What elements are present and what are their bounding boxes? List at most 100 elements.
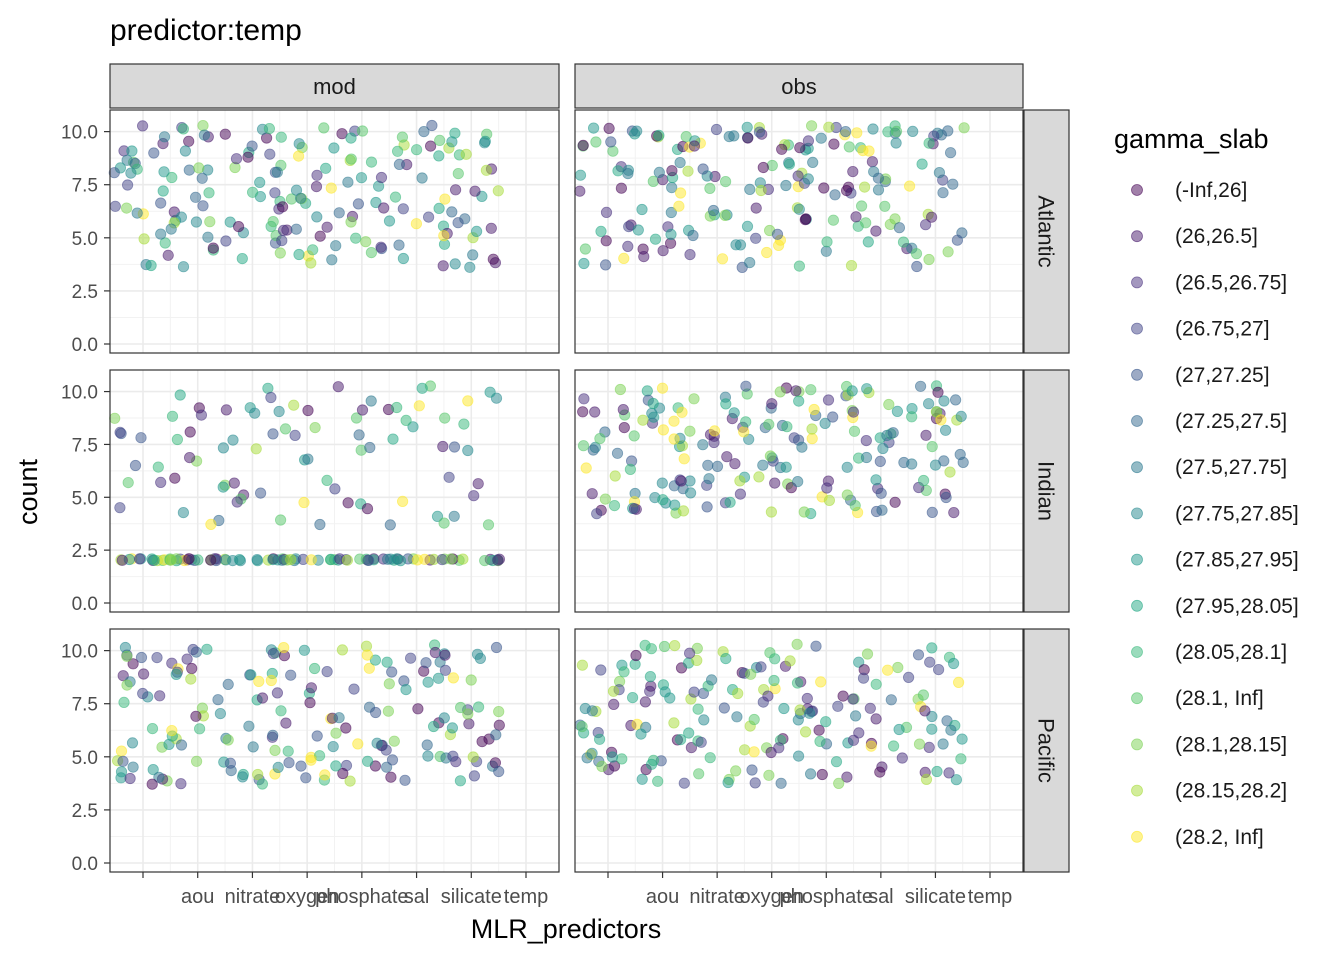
y-tick-label: 2.5	[72, 541, 98, 562]
data-point	[649, 233, 662, 245]
data-point	[454, 775, 466, 787]
data-point	[799, 214, 811, 226]
data-point	[397, 203, 409, 215]
data-point	[220, 404, 232, 416]
data-point	[892, 661, 904, 674]
data-point	[449, 184, 462, 196]
data-point	[902, 671, 915, 684]
data-point	[805, 120, 818, 132]
data-point	[479, 554, 491, 567]
data-point	[276, 201, 289, 213]
data-point	[872, 184, 885, 196]
data-point	[923, 741, 935, 754]
data-point	[166, 410, 179, 422]
data-point	[618, 421, 630, 434]
data-point	[127, 658, 139, 670]
data-point	[205, 518, 217, 531]
data-point	[665, 228, 677, 240]
data-point	[108, 167, 120, 179]
data-point	[219, 128, 231, 140]
data-point	[697, 163, 709, 175]
data-point	[860, 217, 872, 229]
data-point	[722, 776, 734, 789]
data-point	[766, 159, 778, 172]
data-point	[148, 147, 160, 159]
data-point	[326, 254, 338, 266]
data-point	[274, 247, 286, 259]
data-point	[641, 385, 653, 397]
data-point	[574, 185, 586, 197]
data-point	[487, 253, 499, 265]
data-point	[628, 503, 641, 515]
data-point	[289, 429, 301, 441]
data-point	[806, 432, 818, 445]
data-point	[673, 200, 685, 212]
y-tick-label: 10.0	[61, 642, 98, 663]
data-point	[769, 477, 781, 489]
data-point	[330, 727, 342, 739]
data-point	[773, 742, 785, 754]
data-point	[115, 766, 128, 778]
data-point	[443, 471, 455, 483]
data-point	[860, 434, 872, 447]
data-point	[382, 705, 394, 717]
data-point	[577, 440, 590, 452]
data-point	[197, 200, 209, 212]
legend-key	[1131, 646, 1143, 658]
data-point	[422, 211, 435, 223]
data-point	[849, 499, 861, 512]
data-point	[920, 773, 933, 786]
data-point	[622, 240, 634, 252]
data-point	[734, 475, 746, 487]
data-point	[166, 724, 178, 737]
data-point	[639, 696, 652, 708]
legend-label: (28.05,28.1]	[1175, 641, 1287, 664]
data-point	[155, 228, 167, 240]
data-point	[378, 202, 390, 214]
data-point	[146, 553, 158, 565]
data-point	[186, 662, 198, 675]
data-point	[784, 655, 796, 667]
panel-obs-Indian	[574, 369, 1024, 613]
data-point	[285, 669, 297, 681]
data-point	[158, 166, 170, 178]
data-point	[370, 196, 382, 209]
data-point	[397, 252, 409, 265]
data-point	[340, 722, 352, 734]
data-point	[808, 403, 820, 416]
data-point	[615, 182, 628, 194]
data-point	[675, 475, 687, 487]
data-point	[805, 384, 817, 396]
data-point	[337, 767, 349, 780]
data-point	[295, 760, 307, 772]
data-point	[576, 659, 589, 671]
data-point	[288, 399, 300, 411]
data-point	[121, 154, 133, 166]
data-point	[832, 700, 844, 712]
data-point	[947, 178, 959, 190]
legend-key	[1131, 276, 1143, 289]
data-point	[862, 236, 874, 248]
data-point	[389, 191, 402, 203]
data-point	[716, 253, 729, 265]
data-point	[790, 385, 802, 397]
data-point	[122, 179, 134, 191]
legend-key	[1131, 507, 1143, 520]
data-point	[292, 150, 305, 162]
data-point	[404, 652, 417, 664]
data-point	[707, 204, 720, 217]
chart-title: predictor:temp	[110, 14, 302, 47]
data-point	[683, 727, 695, 739]
data-point	[644, 670, 657, 683]
data-point	[753, 126, 766, 138]
data-point	[320, 162, 332, 174]
facet-strip-Atlantic	[1023, 109, 1070, 354]
data-point	[311, 169, 323, 181]
data-point	[849, 710, 862, 722]
data-point	[810, 640, 822, 652]
data-point	[202, 231, 214, 243]
data-point	[607, 145, 619, 157]
data-point	[279, 423, 292, 435]
